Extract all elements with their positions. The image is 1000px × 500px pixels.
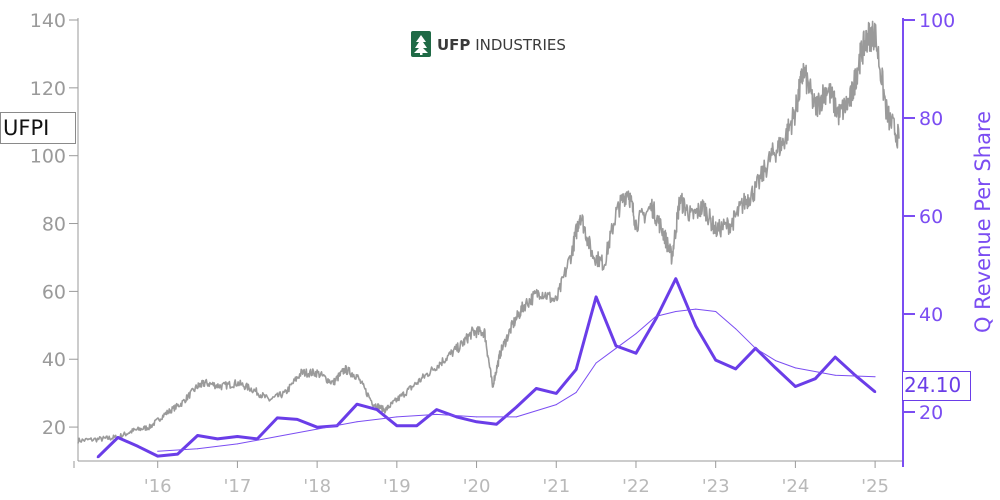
y-right-tick-label: 100 <box>919 10 955 32</box>
series-layer <box>77 20 900 459</box>
company-logo: UFP INDUSTRIES <box>411 31 566 57</box>
revenue-average-point <box>794 367 796 369</box>
x-tick-label: '23 <box>702 476 730 497</box>
revenue-point <box>216 437 219 441</box>
revenue-average-point <box>615 347 617 349</box>
x-tick-label: '17 <box>223 476 251 497</box>
price-line <box>77 20 900 444</box>
revenue-point <box>535 387 538 390</box>
x-tick-label: '25 <box>861 476 889 497</box>
axes <box>77 18 904 467</box>
y-right-tick-label: 60 <box>919 206 943 228</box>
revenue-point <box>794 385 797 388</box>
revenue-point <box>196 434 199 437</box>
revenue-average-point <box>735 328 737 330</box>
logo-brand-rest: INDUSTRIES <box>470 36 565 54</box>
revenue-average-point <box>157 450 159 452</box>
revenue-point <box>375 408 379 411</box>
x-tick-label: '24 <box>781 476 809 497</box>
y-left-tick-label: 40 <box>42 349 66 371</box>
revenue-point <box>734 367 737 371</box>
revenue-point <box>156 454 159 458</box>
revenue-average-point <box>575 391 577 393</box>
y-right-tick-label: 40 <box>919 304 943 326</box>
revenue-average-point <box>655 315 657 317</box>
y-right-tick-label: 80 <box>919 108 943 130</box>
revenue-average-point <box>396 416 398 418</box>
x-tick-label: '18 <box>303 476 331 497</box>
revenue-average-point <box>675 311 677 312</box>
revenue-average-point <box>595 362 597 364</box>
revenue-average-point <box>316 428 318 430</box>
revenue-point <box>694 325 697 328</box>
revenue-point <box>774 366 777 370</box>
current-value-label: 24.10 <box>902 371 971 401</box>
revenue-point <box>555 392 558 395</box>
revenue-point <box>276 416 279 420</box>
tree-icon <box>411 31 431 57</box>
ticker-label: UFPI <box>0 112 76 144</box>
revenue-point <box>475 420 478 423</box>
revenue-average-point <box>755 347 756 349</box>
x-tick-label: '16 <box>144 476 172 497</box>
revenue-point <box>674 277 677 280</box>
revenue-point <box>814 377 817 380</box>
logo-brand-bold: UFP <box>437 36 470 54</box>
revenue-average-point <box>515 416 517 418</box>
y-left-tick-label: 20 <box>42 417 66 439</box>
revenue-point <box>236 435 239 438</box>
y-right-tick-label: 20 <box>919 402 943 424</box>
revenue-average-point <box>197 448 199 450</box>
revenue-point <box>395 424 398 427</box>
revenue-point <box>116 436 120 439</box>
revenue-average-point <box>436 413 438 415</box>
y-left-tick-label: 140 <box>30 10 66 32</box>
revenue-point <box>96 455 100 459</box>
revenue-average-point <box>715 311 717 312</box>
revenue-average-point <box>874 376 876 378</box>
revenue-point <box>495 423 498 426</box>
revenue-point <box>654 317 658 321</box>
ticks: 20 40 60 80 100 120 140 20 40 60 80 100 '16 '17 '18 '19… <box>30 10 956 497</box>
revenue-average-point <box>775 360 776 362</box>
revenue-average-point <box>236 443 238 445</box>
x-tick-label: '22 <box>622 476 650 497</box>
revenue-average-point <box>276 436 278 437</box>
revenue-average-point <box>476 416 478 418</box>
revenue-point <box>256 437 259 441</box>
y-left-tick-label: 120 <box>30 78 66 100</box>
revenue-point <box>575 368 578 371</box>
revenue-point <box>834 355 837 359</box>
revenue-average-point <box>635 333 637 335</box>
revenue-point <box>296 418 299 421</box>
x-tick-label: '20 <box>463 476 491 497</box>
revenue-average-point <box>834 374 836 376</box>
revenue-point <box>176 452 179 456</box>
revenue-point <box>355 403 359 406</box>
revenue-point <box>455 415 458 419</box>
revenue-point <box>594 295 598 299</box>
x-tick-label: '19 <box>383 476 411 497</box>
revenue-point <box>415 424 418 427</box>
y-left-tick-label: 80 <box>42 214 66 236</box>
revenue-point <box>873 390 877 394</box>
logo-text: UFP INDUSTRIES <box>437 36 566 54</box>
y-left-tick-label: 100 <box>30 146 66 168</box>
revenue-point <box>634 352 638 355</box>
revenue-per-share-line <box>96 277 877 459</box>
revenue-average-point <box>555 404 557 406</box>
y-axis-title-right: Q Revenue Per Share <box>971 111 995 333</box>
revenue-point <box>714 358 717 362</box>
revenue-point <box>515 405 518 409</box>
y-left-tick-label: 60 <box>42 281 66 303</box>
revenue-average-point <box>356 421 358 423</box>
revenue-point <box>315 426 319 429</box>
revenue-point <box>614 344 618 348</box>
x-tick-label: '21 <box>542 476 570 497</box>
revenue-point <box>435 408 438 411</box>
revenue-average-point <box>695 308 697 310</box>
revenue-point <box>136 445 139 448</box>
